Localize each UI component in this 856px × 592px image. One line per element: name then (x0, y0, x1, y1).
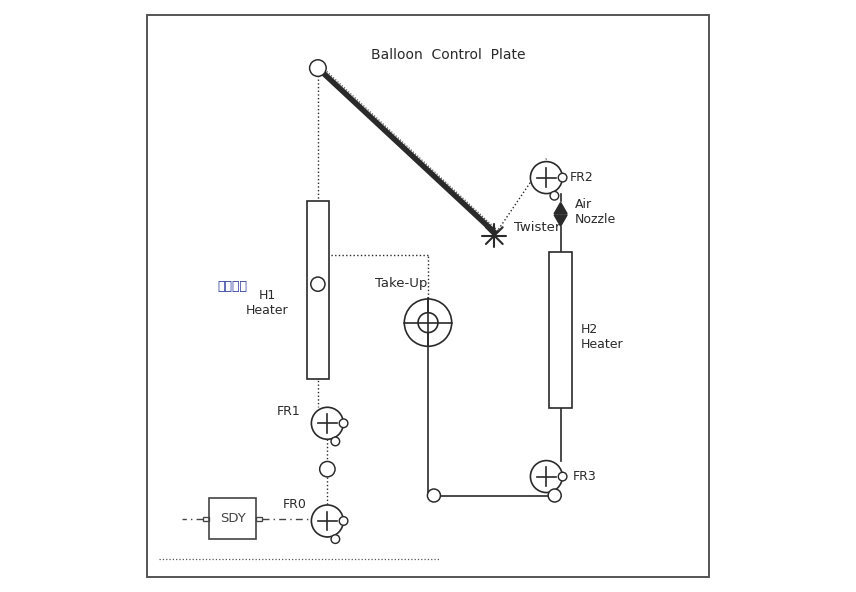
Circle shape (550, 490, 559, 499)
Bar (256, 516, 262, 521)
Bar (306, 201, 330, 379)
Circle shape (418, 313, 438, 333)
Text: H2
Heater: H2 Heater (580, 323, 623, 352)
Circle shape (531, 461, 562, 493)
Text: H1
Heater: H1 Heater (246, 289, 288, 317)
Circle shape (558, 472, 567, 481)
Text: Take-Up: Take-Up (375, 277, 427, 290)
Bar (550, 252, 572, 408)
Circle shape (319, 462, 335, 477)
Circle shape (311, 277, 325, 291)
Circle shape (331, 437, 340, 446)
Circle shape (312, 505, 343, 537)
Circle shape (312, 407, 343, 439)
Text: FR3: FR3 (573, 470, 597, 483)
Text: FR0: FR0 (282, 498, 306, 511)
Circle shape (548, 489, 562, 502)
Text: FR1: FR1 (277, 405, 300, 418)
Circle shape (531, 162, 562, 194)
Circle shape (427, 489, 441, 502)
Bar (209, 498, 256, 539)
Polygon shape (554, 202, 568, 214)
Circle shape (310, 60, 326, 76)
Circle shape (331, 535, 340, 543)
Text: FR2: FR2 (570, 171, 594, 184)
Text: Twister: Twister (514, 221, 560, 234)
Text: SDY: SDY (220, 512, 246, 525)
Circle shape (339, 517, 348, 525)
Text: Balloon  Control  Plate: Balloon Control Plate (372, 48, 526, 62)
Text: Air
Nozzle: Air Nozzle (575, 198, 616, 226)
Text: 추연장치: 추연장치 (217, 280, 247, 293)
Bar (203, 516, 209, 521)
Circle shape (339, 419, 348, 427)
Circle shape (550, 191, 559, 200)
Circle shape (558, 173, 567, 182)
Polygon shape (554, 215, 568, 226)
